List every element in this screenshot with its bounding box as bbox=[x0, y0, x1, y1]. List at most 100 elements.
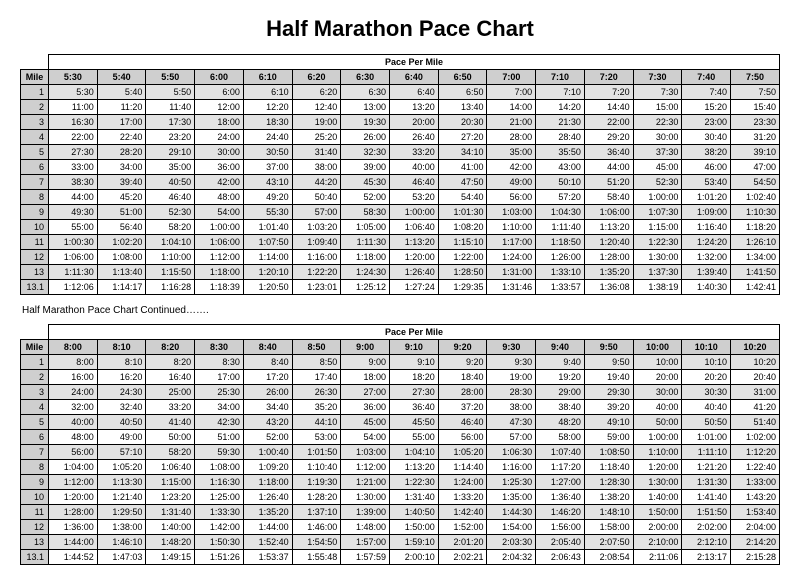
pace-cell: 1:16:40 bbox=[682, 220, 731, 235]
pace-cell: 10:20 bbox=[731, 355, 780, 370]
mile-label-cell: 9 bbox=[21, 205, 49, 220]
pace-cell: 7:30 bbox=[633, 85, 682, 100]
pace-cell: 1:38:20 bbox=[584, 490, 633, 505]
pace-cell: 1:55:48 bbox=[292, 550, 341, 565]
pace-cell: 1:33:20 bbox=[438, 490, 487, 505]
pace-cell: 30:40 bbox=[682, 130, 731, 145]
pace-cell: 51:40 bbox=[731, 415, 780, 430]
pace-cell: 1:01:30 bbox=[438, 205, 487, 220]
table-row: 121:06:001:08:001:10:001:12:001:14:001:1… bbox=[21, 250, 780, 265]
pace-cell: 1:44:30 bbox=[487, 505, 536, 520]
pace-cell: 13:40 bbox=[438, 100, 487, 115]
pace-cell: 1:01:40 bbox=[243, 220, 292, 235]
pace-cell: 1:06:00 bbox=[49, 250, 98, 265]
mile-label-cell: 4 bbox=[21, 130, 49, 145]
pace-cell: 43:10 bbox=[243, 175, 292, 190]
pace-cell: 1:48:10 bbox=[584, 505, 633, 520]
pace-cell: 1:16:00 bbox=[487, 460, 536, 475]
pace-cell: 1:22:30 bbox=[390, 475, 439, 490]
pace-cell: 11:00 bbox=[49, 100, 98, 115]
pace-cell: 1:22:00 bbox=[438, 250, 487, 265]
pace-cell: 1:59:10 bbox=[390, 535, 439, 550]
pace-cell: 54:40 bbox=[438, 190, 487, 205]
pace-cell: 1:09:40 bbox=[292, 235, 341, 250]
pace-cell: 1:20:00 bbox=[633, 460, 682, 475]
pace-cell: 47:30 bbox=[487, 415, 536, 430]
pace-cell: 1:31:30 bbox=[682, 475, 731, 490]
pace-cell: 55:00 bbox=[390, 430, 439, 445]
pace-cell: 20:00 bbox=[633, 370, 682, 385]
pace-cell: 50:10 bbox=[536, 175, 585, 190]
page-title: Half Marathon Pace Chart bbox=[20, 16, 780, 42]
pace-cell: 1:05:20 bbox=[97, 460, 146, 475]
pace-cell: 1:17:20 bbox=[536, 460, 585, 475]
pace-cell: 1:35:00 bbox=[487, 490, 536, 505]
pace-cell: 1:20:40 bbox=[584, 235, 633, 250]
pace-cell: 35:00 bbox=[146, 160, 195, 175]
pace-cell: 27:30 bbox=[390, 385, 439, 400]
pace-cell: 1:30:00 bbox=[341, 490, 390, 505]
mile-label-cell: 13 bbox=[21, 535, 49, 550]
pace-header: 6:40 bbox=[390, 70, 439, 85]
pace-cell: 46:00 bbox=[682, 160, 731, 175]
pace-cell: 23:30 bbox=[731, 115, 780, 130]
pace-cell: 1:21:00 bbox=[341, 475, 390, 490]
pace-cell: 1:31:40 bbox=[390, 490, 439, 505]
corner-cell bbox=[21, 55, 49, 70]
mile-label-cell: 12 bbox=[21, 520, 49, 535]
pace-cell: 1:05:00 bbox=[341, 220, 390, 235]
pace-header: 8:50 bbox=[292, 340, 341, 355]
pace-cell: 1:51:50 bbox=[682, 505, 731, 520]
pace-cell: 43:00 bbox=[536, 160, 585, 175]
pace-cell: 2:02:00 bbox=[682, 520, 731, 535]
pace-cell: 21:00 bbox=[487, 115, 536, 130]
pace-cell: 1:21:40 bbox=[97, 490, 146, 505]
pace-cell: 6:30 bbox=[341, 85, 390, 100]
pace-cell: 1:25:12 bbox=[341, 280, 390, 295]
pace-cell: 1:41:40 bbox=[682, 490, 731, 505]
pace-cell: 1:04:10 bbox=[146, 235, 195, 250]
pace-header: 7:20 bbox=[584, 70, 633, 85]
pace-cell: 1:29:35 bbox=[438, 280, 487, 295]
pace-cell: 1:17:00 bbox=[487, 235, 536, 250]
pace-cell: 1:04:30 bbox=[536, 205, 585, 220]
table-row: 216:0016:2016:4017:0017:2017:4018:0018:2… bbox=[21, 370, 780, 385]
pace-cell: 1:02:40 bbox=[731, 190, 780, 205]
pace-cell: 1:08:00 bbox=[97, 250, 146, 265]
pace-group-header: Pace Per Mile bbox=[49, 325, 780, 340]
pace-cell: 53:20 bbox=[390, 190, 439, 205]
pace-cell: 1:23:01 bbox=[292, 280, 341, 295]
pace-cell: 1:14:00 bbox=[243, 250, 292, 265]
pace-cell: 33:20 bbox=[390, 145, 439, 160]
pace-cell: 1:29:50 bbox=[97, 505, 146, 520]
pace-cell: 1:11:10 bbox=[682, 445, 731, 460]
pace-cell: 6:20 bbox=[292, 85, 341, 100]
pace-cell: 34:00 bbox=[195, 400, 244, 415]
pace-cell: 1:48:00 bbox=[341, 520, 390, 535]
pace-cell: 1:03:00 bbox=[341, 445, 390, 460]
pace-cell: 7:00 bbox=[487, 85, 536, 100]
pace-cell: 1:35:20 bbox=[584, 265, 633, 280]
pace-cell: 56:40 bbox=[97, 220, 146, 235]
pace-cell: 53:00 bbox=[292, 430, 341, 445]
pace-cell: 1:25:30 bbox=[487, 475, 536, 490]
table-row: 121:36:001:38:001:40:001:42:001:44:001:4… bbox=[21, 520, 780, 535]
pace-cell: 1:28:50 bbox=[438, 265, 487, 280]
mile-label-cell: 4 bbox=[21, 400, 49, 415]
table-1-body: 15:305:405:506:006:106:206:306:406:507:0… bbox=[21, 85, 780, 295]
pace-cell: 42:00 bbox=[195, 175, 244, 190]
pace-cell: 1:20:50 bbox=[243, 280, 292, 295]
pace-cell: 9:50 bbox=[584, 355, 633, 370]
pace-cell: 19:40 bbox=[584, 370, 633, 385]
pace-cell: 1:02:20 bbox=[97, 235, 146, 250]
mile-header: Mile bbox=[21, 340, 49, 355]
pace-cell: 25:00 bbox=[146, 385, 195, 400]
mile-header: Mile bbox=[21, 70, 49, 85]
pace-cell: 38:00 bbox=[292, 160, 341, 175]
pace-cell: 44:00 bbox=[49, 190, 98, 205]
pace-cell: 13:00 bbox=[341, 100, 390, 115]
mile-label-cell: 13 bbox=[21, 265, 49, 280]
pace-cell: 1:18:00 bbox=[243, 475, 292, 490]
pace-cell: 26:40 bbox=[390, 130, 439, 145]
table-row: 18:008:108:208:308:408:509:009:109:209:3… bbox=[21, 355, 780, 370]
